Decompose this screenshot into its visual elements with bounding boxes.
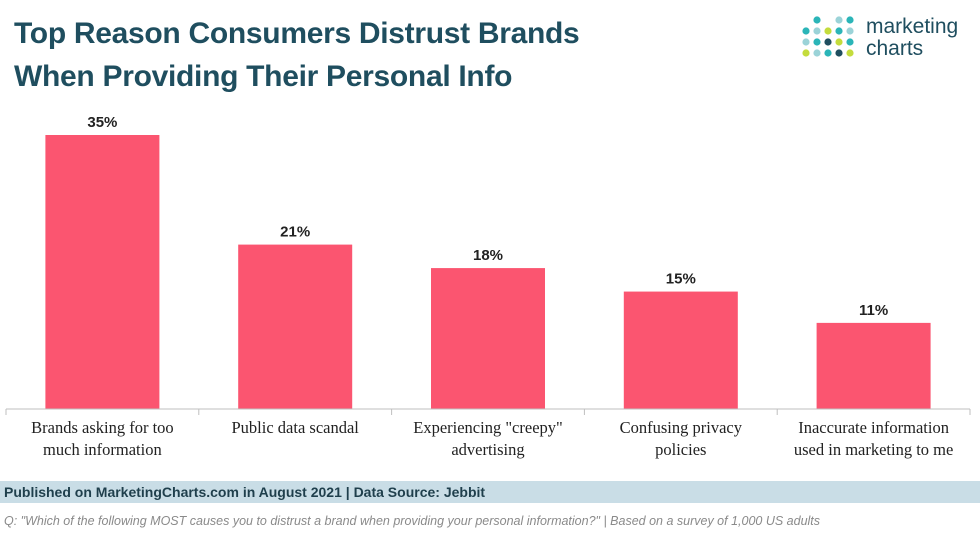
logo-dot [846,27,854,35]
logo-dot [802,49,810,57]
bar [45,135,160,409]
logo-dot [813,27,821,35]
bar-value-label: 18% [473,247,503,264]
logo-text-line-2: charts [866,37,924,60]
logo-dot [824,27,832,35]
logo-dot [802,27,810,35]
bar [816,322,931,409]
bar [623,291,738,409]
marketingcharts-logo: marketing charts [800,14,970,66]
footer-source-bar [0,481,980,503]
bar [431,268,545,409]
logo-dot [835,27,843,35]
logo-dot [824,49,832,57]
logo-dot [846,49,854,57]
bar-value-label: 21% [280,224,310,241]
logo-dot [802,38,810,46]
chart-title-line-1: Top Reason Consumers Distrust Brands [14,17,580,50]
logo-dot [824,38,832,46]
logo-dot [846,38,854,46]
bar [238,244,353,409]
bar-value-label: 15% [666,271,696,288]
category-label: Brands asking for too much information [31,418,174,459]
logo-dot [813,16,821,24]
footer-survey-note: Q: "Which of the following MOST causes y… [4,514,821,528]
logo-text-line-1: marketing [866,15,959,38]
bar-value-label: 35% [87,114,117,131]
logo-wordmark: marketing charts [866,16,958,60]
logo-dot [835,16,843,24]
bar-value-label: 11% [859,302,888,319]
logo-dot [846,16,854,24]
logo-dot [835,49,843,57]
footer-source: Published on MarketingCharts.com in Augu… [4,484,486,500]
logo-dots-icon [802,16,854,57]
bar-chart: 35% Brands asking for too much information… [5,114,971,459]
logo-dot [813,38,821,46]
chart-title-line-2: When Providing Their Personal Info [14,60,513,93]
category-label: Public data scandal [232,418,360,437]
logo-dot [835,38,843,46]
logo-dot [813,49,821,57]
chart-title: Top Reason Consumers Distrust Brands Whe… [14,12,694,98]
category-label: Confusing privacy policies [620,418,743,459]
category-label: Experiencing "creepy" advertising [413,418,563,459]
category-label: Inaccurate information used in marketing … [794,418,953,459]
